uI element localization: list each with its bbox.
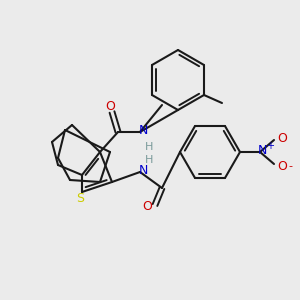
Text: H: H xyxy=(145,155,153,165)
Text: N: N xyxy=(138,164,148,176)
Text: O: O xyxy=(142,200,152,214)
Text: O: O xyxy=(277,160,287,172)
Text: S: S xyxy=(76,193,84,206)
Text: H: H xyxy=(145,142,153,152)
Text: O: O xyxy=(277,131,287,145)
Text: O: O xyxy=(105,100,115,112)
Text: N: N xyxy=(138,124,148,136)
Text: -: - xyxy=(288,161,292,171)
Text: N: N xyxy=(257,143,267,157)
Text: +: + xyxy=(266,141,274,151)
